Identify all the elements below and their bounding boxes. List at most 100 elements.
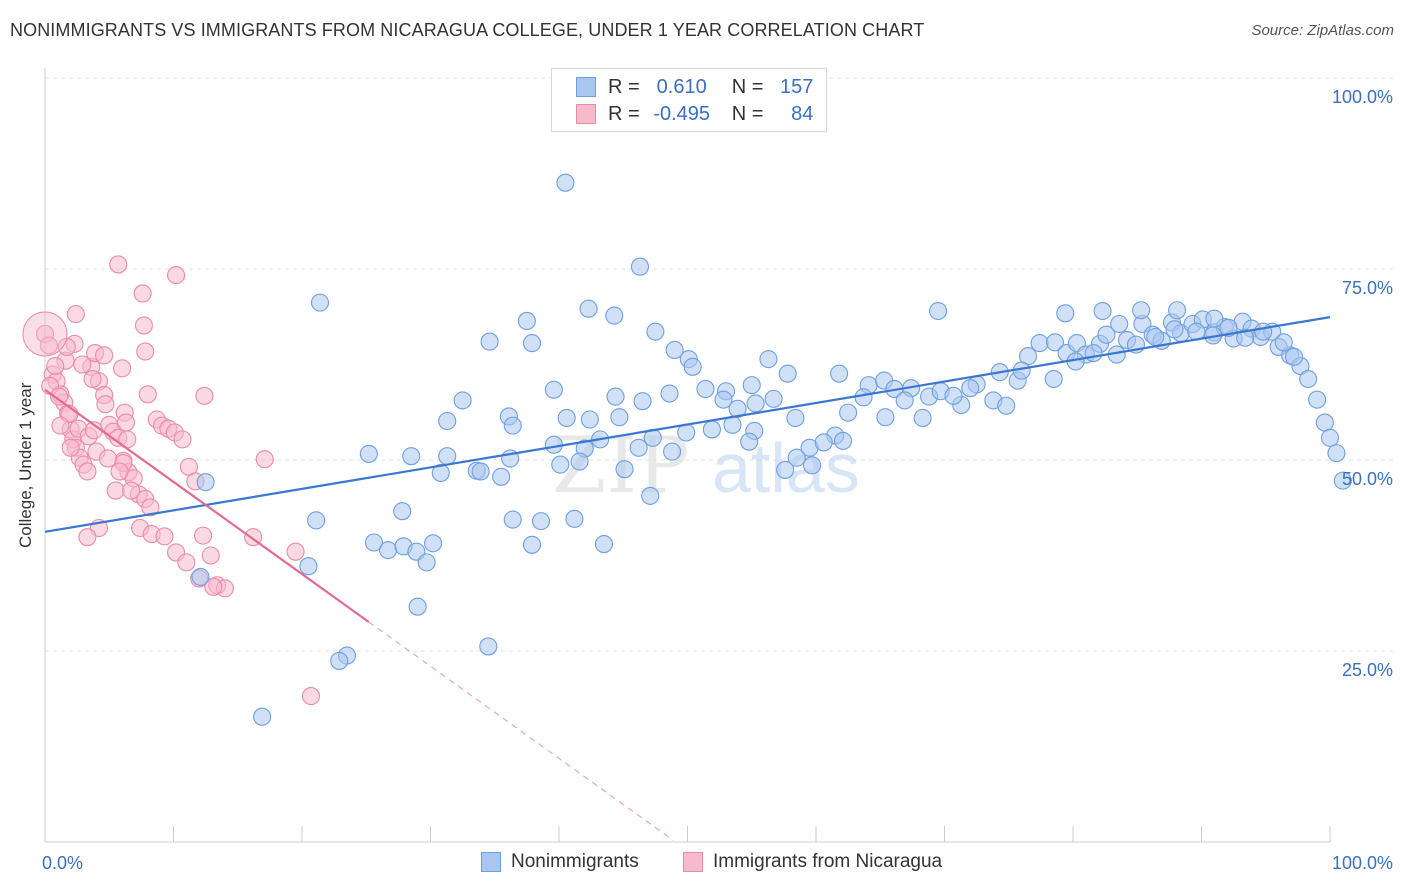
immigrants-point [110,462,129,481]
nonimmigrants-point [610,408,629,427]
legend-r-value: 0.610 [656,75,707,98]
immigrants-point [95,346,114,365]
nonimmigrants-point [503,510,522,529]
immigrants-point [155,527,174,546]
nonimmigrants-point [803,456,822,475]
grid-lines [45,77,1393,652]
nonimmigrants-point [299,557,318,576]
nonimmigrants-point [997,396,1016,415]
trend-lines [44,316,1331,841]
nonimmigrants-point [1327,444,1346,463]
nonimmigrants-point [641,486,660,505]
nonimmigrants-point [605,306,624,325]
immigrants-point [83,369,102,389]
nonimmigrants-point [814,433,833,452]
immigrants-point [136,342,155,361]
nonimmigrants-point [253,707,272,726]
immigrants-point [39,336,58,355]
legend-n-label: N = [731,75,764,98]
nonimmigrants-point [492,467,511,486]
legend-item-nonimmigrants: Nonimmigrants [481,851,639,873]
immigrants-point [167,266,186,285]
nonimmigrants-point [786,408,805,428]
nonimmigrants-point [594,534,614,554]
nonimmigrants-point [778,364,797,383]
nonimmigrants-point [522,535,542,554]
nonimmigrants-point [1056,304,1075,323]
nonimmigrants-point [580,410,599,429]
tick-labels: 100.0% 75.0% 50.0% 25.0% 0.0% 100.0% [42,87,1393,873]
nonimmigrants-point [630,257,650,276]
immigrants-point [133,284,152,303]
immigrants-point [51,416,70,435]
nonimmigrants-point [660,384,679,403]
legend-label: Nonimmigrants [511,851,639,872]
legend-n-label: N = [731,102,764,125]
nonimmigrants-point [776,460,795,479]
nonimmigrants-point [522,334,542,353]
nonimmigrants-point [393,502,412,521]
y-axis-label: College, Under 1 year [16,382,35,548]
nonimmigrants-point [961,379,980,398]
immigrants-point [113,359,132,378]
nonimmigrants-point [839,403,858,422]
immigrants-point [73,355,92,374]
immigrants-point [173,430,192,449]
nonimmigrants-point [1236,328,1255,347]
immigrants-point [106,481,125,500]
nonimmigrants-point [1308,390,1327,409]
immigrants-point [194,526,213,545]
nonimmigrants-point [438,447,457,466]
immigrants-point [66,305,85,324]
nonimmigrants-point [1146,327,1165,347]
nonimmigrants-point [1274,333,1293,352]
nonimmigrants-point [551,455,570,474]
nonimmigrants-point [683,357,702,376]
immigrants-point [122,481,141,500]
series-nonimmigrants-points [191,173,1352,726]
nonimmigrants-point [479,637,498,656]
nonimmigrants-point [417,553,436,572]
nonimmigrants-point [764,389,783,408]
nonimmigrants-point [1084,343,1103,363]
nonimmigrants-point [742,376,761,395]
immigrants-point [46,356,65,376]
nonimmigrants-point [570,452,589,471]
nonimmigrants-point [424,534,443,553]
nonimmigrants-point [471,462,490,481]
legend-swatch-blue [481,852,501,872]
nonimmigrants-point [746,394,765,413]
nonimmigrants-point [1219,318,1238,337]
immigrants-point [109,255,128,274]
immigrants-point [78,462,97,481]
nonimmigrants-point [787,448,806,467]
nonimmigrants-point [854,388,873,407]
immigrants-point [201,546,220,565]
immigrants-point [96,395,115,414]
nonimmigrants-point [1320,428,1340,447]
nonimmigrants-point [740,432,759,451]
immigrants-point [301,687,321,706]
immigrants-point [195,386,214,405]
nonimmigrants-point [480,332,499,351]
nonimmigrants-point [929,301,948,321]
nonimmigrants-point [633,392,652,411]
nonimmigrants-point [944,386,963,405]
nonimmigrants-point [517,311,536,331]
legend-r-value: -0.495 [653,102,711,125]
nonimmigrants-point [913,408,932,428]
y-tick-label: 75.0% [1342,278,1393,298]
nonimmigrants-point [646,322,665,341]
immigrants-point [98,449,118,468]
nonimmigrants-point [895,391,914,410]
nonimmigrants-point [557,408,576,428]
immigrants-point [78,528,97,547]
nonimmigrants-point [1030,334,1049,353]
nonimmigrants-point [1044,369,1063,389]
immigrants-point [61,438,80,457]
nonimmigrants-point [531,512,551,531]
nonimmigrants-point [438,411,457,431]
nonimmigrants-point [364,533,384,552]
immigrants-point [50,387,69,406]
